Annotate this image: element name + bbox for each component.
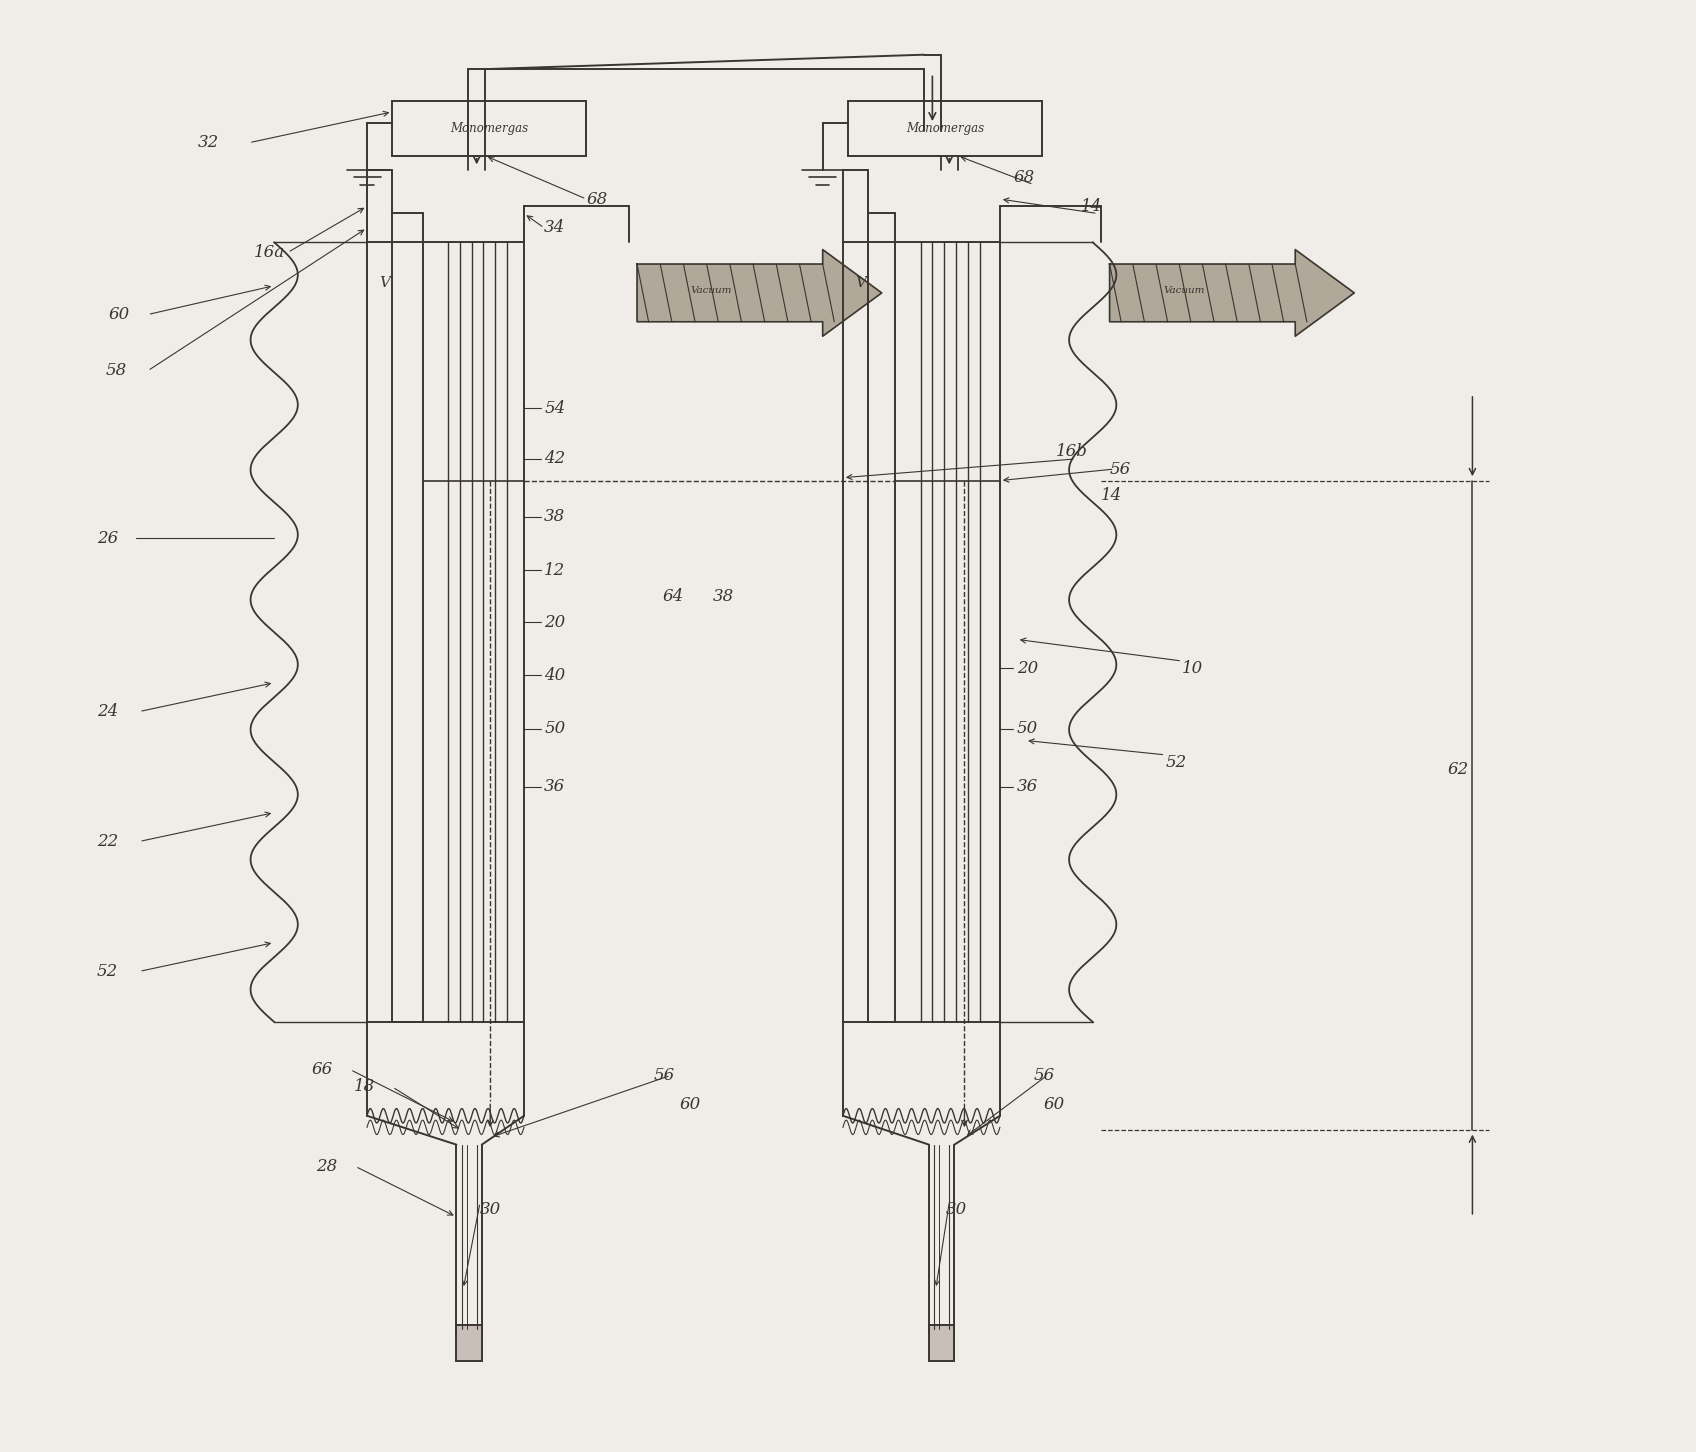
Text: 54: 54 — [544, 399, 565, 417]
Text: 14: 14 — [1101, 486, 1123, 504]
Text: 58: 58 — [105, 363, 127, 379]
Text: 68: 68 — [587, 190, 607, 208]
Text: 42: 42 — [544, 450, 565, 468]
Text: 32: 32 — [198, 134, 219, 151]
Bar — [848, 100, 1041, 155]
Text: 52: 52 — [97, 963, 119, 980]
Text: Vacuum: Vacuum — [1163, 286, 1204, 295]
Text: 40: 40 — [544, 666, 565, 684]
Text: 62: 62 — [1447, 761, 1469, 778]
Text: 20: 20 — [544, 614, 565, 630]
Text: V: V — [855, 276, 865, 290]
Text: 24: 24 — [97, 703, 119, 720]
Text: 12: 12 — [544, 562, 565, 578]
Polygon shape — [638, 250, 882, 337]
Text: 60: 60 — [109, 306, 131, 322]
Text: Monomergas: Monomergas — [451, 122, 529, 135]
Text: 36: 36 — [1018, 778, 1038, 796]
Text: 68: 68 — [1014, 168, 1035, 186]
Text: 60: 60 — [1043, 1096, 1065, 1112]
Text: 16b: 16b — [1055, 443, 1087, 460]
Text: V: V — [378, 276, 390, 290]
Text: 26: 26 — [97, 530, 119, 547]
Bar — [456, 1326, 482, 1361]
Text: 56: 56 — [655, 1067, 675, 1083]
Bar — [929, 1326, 955, 1361]
Text: 28: 28 — [317, 1157, 338, 1175]
Text: 60: 60 — [678, 1096, 700, 1112]
Text: Monomergas: Monomergas — [906, 122, 984, 135]
Text: 36: 36 — [544, 778, 565, 796]
Text: 64: 64 — [663, 588, 683, 604]
Polygon shape — [1109, 250, 1355, 337]
Text: 66: 66 — [312, 1061, 332, 1077]
Text: 38: 38 — [712, 588, 734, 604]
Text: 16a: 16a — [254, 244, 285, 261]
Text: 22: 22 — [97, 833, 119, 849]
Text: 50: 50 — [544, 720, 565, 738]
Text: 34: 34 — [544, 219, 565, 237]
Text: 56: 56 — [1033, 1067, 1055, 1083]
Text: 30: 30 — [480, 1201, 502, 1218]
Text: Vacuum: Vacuum — [690, 286, 733, 295]
Text: 20: 20 — [1018, 659, 1038, 677]
Text: 56: 56 — [1109, 460, 1131, 478]
Text: 10: 10 — [1182, 659, 1204, 677]
Text: 30: 30 — [946, 1201, 967, 1218]
Text: 50: 50 — [1018, 720, 1038, 738]
Bar — [392, 100, 587, 155]
Text: 38: 38 — [544, 508, 565, 526]
Text: 14: 14 — [1080, 197, 1102, 215]
Text: 18: 18 — [353, 1079, 375, 1095]
Text: 52: 52 — [1165, 754, 1187, 771]
